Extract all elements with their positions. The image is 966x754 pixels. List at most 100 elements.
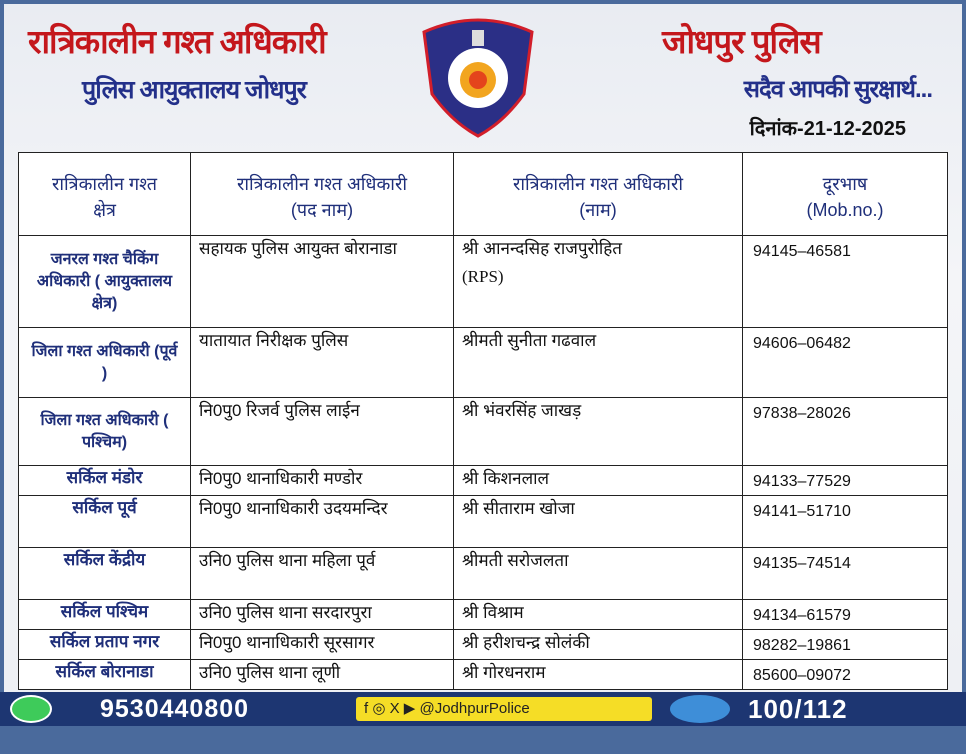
phone-cell: 94133–77529 (742, 465, 948, 496)
phone-cell: 94606–06482 (742, 327, 948, 398)
phone-cell: 94135–74514 (742, 547, 948, 600)
name-cell-text: श्री आनन्दसिह राजपुरोहित (462, 239, 622, 258)
post-cell-text: नि0पु0 थानाधिकारी सूरसागर (199, 633, 375, 652)
name-cell-text: श्रीमती सुनीता गढवाल (462, 331, 597, 350)
phone-cell: 85600–09072 (742, 659, 948, 690)
area-cell-text: जनरल गश्त चैकिंग अधिकारी ( आयुक्तालय क्ष… (36, 250, 173, 312)
phone-cell: 94145–46581 (742, 235, 948, 328)
area-cell: सर्किल केंद्रीय (18, 547, 191, 600)
post-cell-text: नि0पु0 थानाधिकारी मण्डोर (199, 469, 363, 488)
header-area: रात्रिकालीन गश्त क्षेत्र (18, 152, 191, 236)
header-line: (Mob.no.) (806, 200, 884, 220)
table-row: सर्किल केंद्रीय उनि0 पुलिस थाना महिला पूर… (18, 547, 948, 600)
post-cell: नि0पु0 रिजर्व पुलिस लाईन (190, 397, 454, 466)
name-cell-text: श्री विश्राम (462, 603, 524, 622)
area-cell: सर्किल पूर्व (18, 495, 191, 548)
area-cell-text: सर्किल प्रताप नगर (49, 632, 160, 651)
area-cell: सर्किल प्रताप नगर (18, 629, 191, 660)
name-cell-text: श्रीमती सरोजलता (462, 551, 569, 570)
post-cell: सहायक पुलिस आयुक्त बोरानाडा (190, 235, 454, 328)
table-row: सर्किल प्रताप नगर नि0पु0 थानाधिकारी सूरसा… (18, 629, 948, 660)
whatsapp-icon (10, 695, 52, 723)
post-cell: नि0पु0 थानाधिकारी सूरसागर (190, 629, 454, 660)
post-cell: उनि0 पुलिस थाना महिला पूर्व (190, 547, 454, 600)
phone-cell: 94141–51710 (742, 495, 948, 548)
table-row: सर्किल पश्चिम उनि0 पुलिस थाना सरदारपुरा श्… (18, 599, 948, 630)
post-cell: नि0पु0 थानाधिकारी उदयमन्दिर (190, 495, 454, 548)
table-row: सर्किल मंडोर नि0पु0 थानाधिकारी मण्डोर श्री… (18, 465, 948, 496)
table-header-row: रात्रिकालीन गश्त क्षेत्र रात्रिकालीन गश्त… (18, 152, 948, 236)
area-cell-text: सर्किल पश्चिम (60, 602, 149, 621)
footer-bar: 9530440800 f ◎ X ▶ @JodhpurPolice 100/11… (0, 692, 966, 726)
subtitle-right: सदैव आपकी सुरक्षार्थ... (743, 76, 933, 103)
header-line: रात्रिकालीन गश्त अधिकारी (512, 174, 683, 194)
name-cell: श्री आनन्दसिह राजपुरोहित (RPS) (453, 235, 743, 328)
header-name: रात्रिकालीन गश्त अधिकारी (नाम) (453, 152, 743, 236)
area-cell-text: सर्किल पूर्व (72, 498, 137, 517)
date: दिनांक-21-12-2025 (749, 118, 906, 140)
phone-cell-text: 97838–28026 (753, 405, 851, 422)
social-icons: f ◎ X ▶ (364, 700, 416, 717)
area-cell: सर्किल बोरानाडा (18, 659, 191, 690)
phone-cell-text: 94606–06482 (753, 335, 851, 352)
phone-cell-text: 94141–51710 (753, 503, 851, 520)
post-cell-text: उनि0 पुलिस थाना लूणी (199, 663, 341, 682)
post-cell: यातायात निरीक्षक पुलिस (190, 327, 454, 398)
header-line: (पद नाम) (290, 200, 354, 220)
header-line: (नाम) (579, 200, 617, 220)
name-cell-text: श्री गोरधनराम (462, 663, 546, 682)
table-row: सर्किल पूर्व नि0पु0 थानाधिकारी उदयमन्दिर श… (18, 495, 948, 548)
helpline-number: 100/112 (748, 694, 848, 724)
poster-frame: रात्रिकालीन गश्त अधिकारी पुलिस आयुक्तालय… (4, 0, 962, 692)
phone-cell-text: 94135–74514 (753, 555, 851, 572)
header-line: रात्रिकालीन गश्त अधिकारी (236, 174, 407, 194)
name-cell: श्री किशनलाल (453, 465, 743, 496)
whatsapp-number: 9530440800 (100, 695, 250, 723)
police-logo (422, 18, 534, 138)
area-cell: सर्किल मंडोर (18, 465, 191, 496)
header-line: रात्रिकालीन गश्त (51, 174, 157, 194)
social-handle: @JodhpurPolice (419, 700, 530, 717)
post-cell-text: उनि0 पुलिस थाना महिला पूर्व (199, 551, 376, 570)
name-cell-text: श्री भंवरसिंह जाखड़ (462, 401, 582, 420)
name-cell: श्री विश्राम (453, 599, 743, 630)
social-handle-box: f ◎ X ▶ @JodhpurPolice (356, 697, 652, 721)
name-cell-text: श्री सीताराम खोजा (462, 499, 575, 518)
table-row: सर्किल बोरानाडा उनि0 पुलिस थाना लूणी श्री … (18, 659, 948, 690)
header-phone: दूरभाष (Mob.no.) (742, 152, 948, 236)
area-cell: जिला गश्त अधिकारी ( पश्चिम) (18, 397, 191, 466)
phone-cell-text: 98282–19861 (753, 637, 851, 654)
name-cell: श्रीमती सुनीता गढवाल (453, 327, 743, 398)
table-row: जिला गश्त अधिकारी ( पश्चिम) नि0पु0 रिजर्व… (18, 397, 948, 466)
phone-cell-text: 85600–09072 (753, 667, 851, 684)
phone-cell-text: 94133–77529 (753, 473, 851, 490)
poster: रात्रिकालीन गश्त अधिकारी पुलिस आयुक्तालय… (4, 4, 962, 692)
header-line: दूरभाष (822, 174, 868, 194)
title-right: जोधपुर पुलिस (662, 23, 822, 60)
name-cell: श्रीमती सरोजलता (453, 547, 743, 600)
name-cell: श्री हरीशचन्द्र सोलंकी (453, 629, 743, 660)
area-cell-text: सर्किल बोरानाडा (55, 662, 154, 681)
header-post: रात्रिकालीन गश्त अधिकारी (पद नाम) (190, 152, 454, 236)
name-cell: श्री गोरधनराम (453, 659, 743, 690)
area-cell-text: सर्किल मंडोर (66, 468, 143, 487)
post-cell-text: यातायात निरीक्षक पुलिस (199, 331, 349, 350)
area-cell: जनरल गश्त चैकिंग अधिकारी ( आयुक्तालय क्ष… (18, 235, 191, 328)
name-cell-text: श्री हरीशचन्द्र सोलंकी (462, 633, 590, 652)
post-cell-text: सहायक पुलिस आयुक्त बोरानाडा (199, 239, 397, 258)
phone-icon (670, 695, 730, 723)
area-cell: सर्किल पश्चिम (18, 599, 191, 630)
name-cell: श्री सीताराम खोजा (453, 495, 743, 548)
area-cell-text: जिला गश्त अधिकारी (पूर्व ) (31, 342, 178, 382)
poster-header: रात्रिकालीन गश्त अधिकारी पुलिस आयुक्तालय… (4, 4, 962, 152)
phone-cell: 97838–28026 (742, 397, 948, 466)
header-line: क्षेत्र (93, 200, 116, 220)
post-cell-text: नि0पु0 रिजर्व पुलिस लाईन (199, 401, 360, 420)
phone-cell: 94134–61579 (742, 599, 948, 630)
table-row: जनरल गश्त चैकिंग अधिकारी ( आयुक्तालय क्ष… (18, 235, 948, 328)
post-cell: नि0पु0 थानाधिकारी मण्डोर (190, 465, 454, 496)
post-cell-text: नि0पु0 थानाधिकारी उदयमन्दिर (199, 499, 388, 518)
area-cell: जिला गश्त अधिकारी (पूर्व ) (18, 327, 191, 398)
phone-cell-text: 94145–46581 (753, 243, 851, 260)
phone-cell: 98282–19861 (742, 629, 948, 660)
